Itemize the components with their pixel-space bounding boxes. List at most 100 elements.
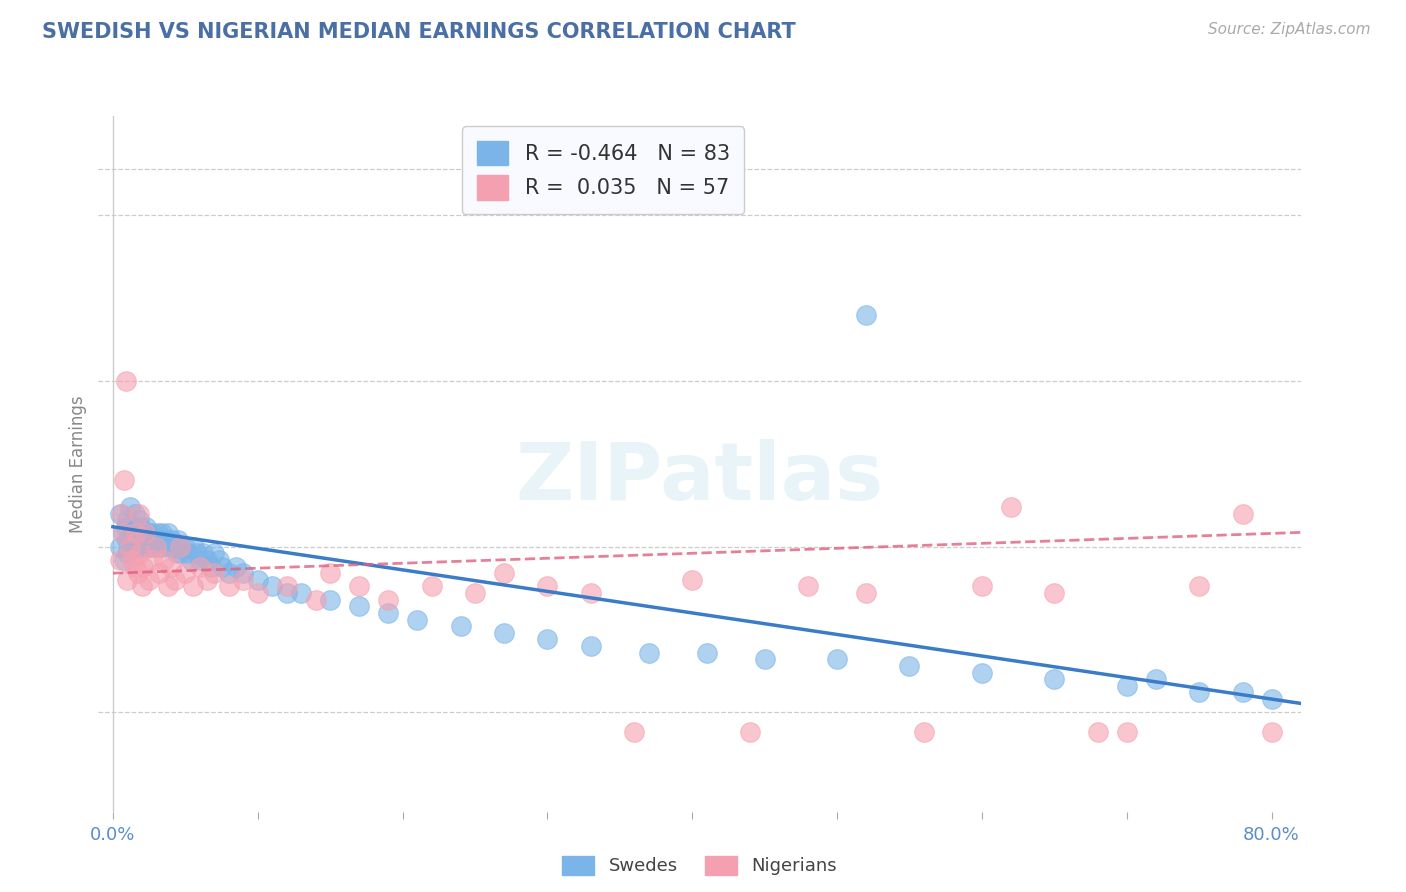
Point [150,526,173,541]
Point [183,540,205,554]
Point [188,559,211,574]
Point [121,553,143,567]
Point [681,573,703,587]
Text: Source: ZipAtlas.com: Source: ZipAtlas.com [1208,22,1371,37]
Point [211,559,233,574]
Point [377,606,399,620]
Point [420,579,443,593]
Text: SWEDISH VS NIGERIAN MEDIAN EARNINGS CORRELATION CHART: SWEDISH VS NIGERIAN MEDIAN EARNINGS CORR… [42,22,796,42]
Point [195,553,218,567]
Point [319,592,342,607]
Point [174,566,197,581]
Point [117,573,139,587]
Point [536,579,558,593]
Point [121,526,143,541]
Point [579,639,602,653]
Point [124,559,146,574]
Point [202,546,225,560]
Point [128,507,150,521]
Point [149,533,172,547]
Point [195,573,218,587]
Point [246,586,269,600]
Point [579,586,602,600]
Point [138,573,160,587]
Point [129,546,152,560]
Point [276,586,298,600]
Point [117,533,139,547]
Point [898,659,921,673]
Point [1260,725,1282,739]
Point [200,559,222,574]
Point [128,526,150,541]
Point [165,573,187,587]
Point [1115,679,1137,693]
Text: ZIPatlas: ZIPatlas [516,439,883,516]
Point [127,540,149,554]
Point [232,566,254,581]
Point [232,573,254,587]
Point [124,520,146,534]
Point [117,513,139,527]
Point [139,533,162,547]
Point [450,619,472,633]
Point [276,579,298,593]
Point [136,526,159,541]
Point [125,533,148,547]
Point [492,566,515,581]
Point [146,526,169,541]
Point [177,546,200,560]
Point [127,566,149,581]
Point [218,579,240,593]
Point [160,540,183,554]
Point [129,520,152,534]
Point [114,553,136,567]
Point [1260,692,1282,706]
Point [1043,672,1066,686]
Point [262,579,284,593]
Point [110,507,132,521]
Point [347,599,370,614]
Point [108,553,131,567]
Point [740,725,762,739]
Point [142,540,165,554]
Point [134,533,156,547]
Point [156,526,179,541]
Point [148,566,170,581]
Point [152,540,174,554]
Point [186,546,208,560]
Point [305,592,328,607]
Y-axis label: Median Earnings: Median Earnings [69,395,87,533]
Point [208,553,231,567]
Point [112,526,135,541]
Legend: Swedes, Nigerians: Swedes, Nigerians [554,849,845,883]
Point [406,613,429,627]
Point [112,526,135,541]
Point [125,526,148,541]
Point [377,592,399,607]
Point [132,526,155,541]
Point [135,520,157,534]
Point [290,586,312,600]
Point [191,546,214,560]
Point [1232,685,1254,699]
Point [166,546,188,560]
Point [202,566,225,581]
Point [115,520,138,534]
Point [114,474,136,488]
Point [132,559,155,574]
Point [128,513,150,527]
Point [134,526,156,541]
Point [120,500,142,514]
Point [131,579,153,593]
Point [492,625,515,640]
Point [970,579,993,593]
Point [218,566,240,581]
Point [124,507,146,521]
Point [1115,725,1137,739]
Point [1087,725,1109,739]
Point [1188,685,1211,699]
Point [131,540,153,554]
Point [145,540,167,554]
Point [1144,672,1167,686]
Point [155,533,177,547]
